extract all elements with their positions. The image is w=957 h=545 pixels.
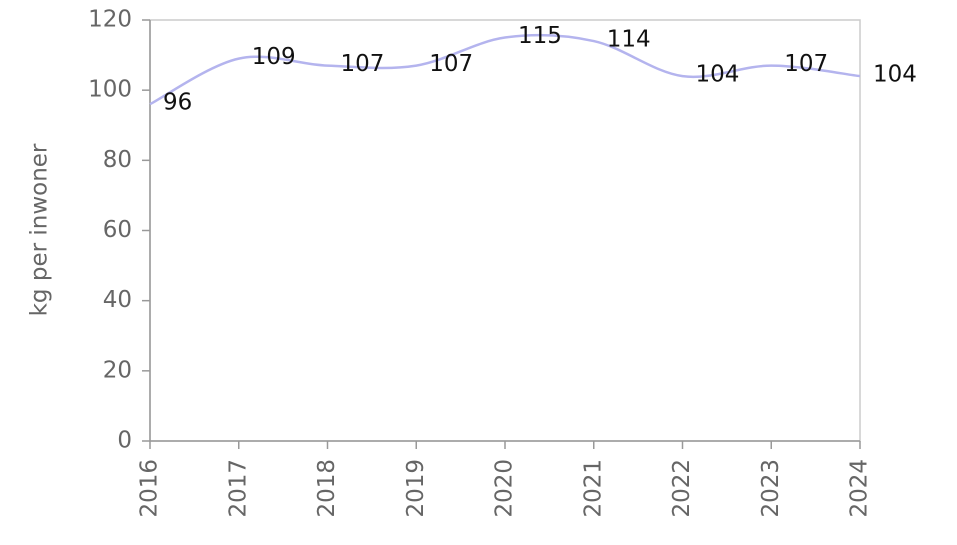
- data-label: 114: [607, 27, 651, 53]
- plot-frame: [149, 19, 861, 442]
- y-tick-label: 80: [103, 147, 132, 173]
- y-axis-label: kg per inwoner: [27, 143, 53, 316]
- x-tick-label: 2022: [669, 459, 695, 518]
- data-label: 109: [252, 44, 296, 70]
- data-label: 96: [163, 90, 192, 116]
- data-label: 104: [696, 62, 740, 88]
- y-tick-label: 60: [103, 217, 132, 243]
- x-tick-label: 2023: [758, 459, 784, 518]
- x-tick-label: 2019: [403, 459, 429, 518]
- data-label: 107: [341, 51, 385, 77]
- data-label: 115: [518, 23, 562, 49]
- line: [149, 33, 861, 106]
- y-tick-label: 40: [103, 287, 132, 313]
- y-tick-label: 20: [103, 357, 132, 383]
- x-tick-label: 2020: [492, 459, 518, 518]
- x-tick-label: 2017: [225, 459, 251, 518]
- y-tick-label: 100: [88, 77, 132, 103]
- x-tick-label: 2024: [847, 459, 873, 518]
- y-tick-label: 120: [88, 7, 132, 33]
- x-tick-label: 2018: [314, 459, 340, 518]
- data-label: 107: [784, 51, 828, 77]
- x-tick-label: 2016: [137, 459, 163, 518]
- x-tick-label: 2021: [580, 459, 606, 518]
- y-tick-label: 0: [117, 428, 132, 454]
- data-label: 104: [873, 62, 917, 88]
- data-label: 107: [429, 51, 473, 77]
